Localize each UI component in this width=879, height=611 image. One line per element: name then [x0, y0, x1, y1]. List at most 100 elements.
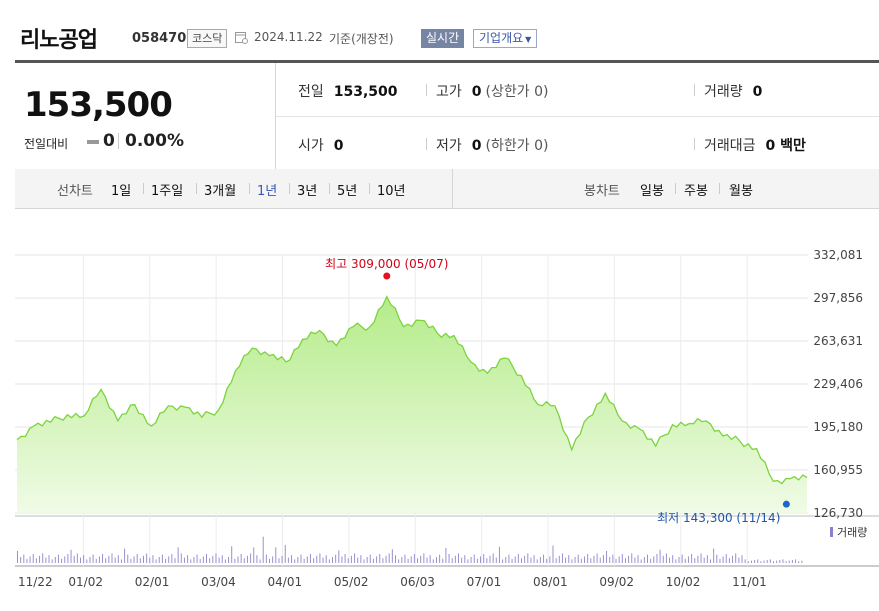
- volume-bar: [568, 555, 570, 563]
- volume-bar: [259, 559, 261, 563]
- volume-bar: [606, 551, 608, 563]
- tab-monthly-candle[interactable]: 월봉: [729, 184, 753, 199]
- volume-bar: [637, 555, 639, 563]
- volume-bar: [366, 557, 368, 563]
- tab-1-day[interactable]: 1일: [111, 184, 132, 199]
- volume-bar: [647, 554, 648, 563]
- divider: [426, 138, 427, 150]
- volume-bar: [262, 536, 264, 563]
- volume-bar: [57, 554, 59, 563]
- volume-bar: [492, 553, 494, 563]
- volume-bar: [467, 559, 469, 563]
- tab-10-years[interactable]: 10년: [377, 184, 406, 199]
- volume-bar: [728, 558, 730, 563]
- chevron-down-icon: ▼: [525, 35, 532, 44]
- period-selector-bar: 선차트 1일 1주일 3개월 1년 3년 5년 10년 봉차트 일봉 주봉 월봉: [15, 169, 879, 209]
- volume-bar: [423, 553, 425, 563]
- volume-bar: [451, 558, 453, 563]
- upper-limit: (상한가 0): [485, 84, 549, 100]
- divider: [694, 138, 695, 150]
- volume-bar: [788, 560, 790, 563]
- volume-bar: [483, 554, 485, 563]
- volume-bar: [228, 557, 230, 563]
- x-tick-label: 04/01: [268, 575, 303, 589]
- volume-bar: [111, 553, 113, 563]
- volume-bar: [634, 557, 636, 563]
- tab-3-months[interactable]: 3개월: [204, 184, 237, 199]
- volume-bar: [102, 554, 104, 563]
- low-value: 0: [471, 138, 482, 154]
- volume-bar: [322, 557, 324, 563]
- volume-bar: [183, 557, 185, 563]
- x-tick-label: 08/01: [533, 575, 568, 589]
- realtime-button[interactable]: 실시간: [421, 29, 465, 48]
- volume-bar: [341, 556, 343, 563]
- volume-bar: [426, 557, 428, 563]
- y-tick-label: 229,406: [813, 377, 863, 391]
- divider: [719, 183, 720, 194]
- volume-bar: [127, 554, 129, 563]
- volume-bar: [470, 557, 472, 563]
- tab-weekly-candle[interactable]: 주봉: [684, 184, 708, 199]
- company-overview-button[interactable]: 기업개요 ▼: [473, 29, 538, 48]
- volume-bar: [363, 559, 365, 563]
- volume-bar: [602, 555, 604, 563]
- tab-daily-candle[interactable]: 일봉: [640, 184, 664, 199]
- volume-bar: [161, 554, 163, 563]
- high-stat: 고가 0 (상한가 0): [436, 81, 548, 101]
- price-chart[interactable]: 332,081 297,856 263,631 229,406 195,180 160,9…: [0, 209, 879, 611]
- volume-bar: [395, 555, 396, 563]
- tab-5-years[interactable]: 5년: [337, 184, 358, 199]
- volume-stat: 거래량 0: [704, 81, 762, 101]
- tab-1-year[interactable]: 1년: [257, 184, 278, 199]
- volume-bar: [527, 553, 529, 563]
- volume-bar: [152, 555, 154, 563]
- volume-bar: [23, 554, 25, 563]
- stats-row-1: 전일 153,500 고가 0 (상한가 0) 거래량 0: [276, 63, 879, 117]
- tab-3-years[interactable]: 3년: [297, 184, 318, 199]
- base-date: 2024.11.22: [254, 30, 323, 44]
- volume-bar: [29, 556, 31, 563]
- volume-bar: [284, 545, 286, 563]
- y-tick-label: 263,631: [813, 334, 863, 348]
- volume-bar: [98, 556, 100, 563]
- lower-limit: (하한가 0): [485, 138, 549, 154]
- volume-bar: [190, 559, 192, 563]
- open-value: 0: [333, 138, 344, 154]
- divider: [694, 84, 695, 96]
- volume-bar: [640, 559, 642, 563]
- calendar-icon: [235, 32, 248, 44]
- x-tick-label: 10/02: [666, 575, 701, 589]
- volume-bar: [757, 559, 759, 563]
- volume-bar: [675, 559, 677, 563]
- volume-bar: [442, 558, 444, 563]
- volume-bar: [618, 556, 620, 563]
- volume-bar: [741, 555, 743, 563]
- volume-bar: [687, 556, 689, 563]
- volume-bar: [124, 548, 126, 563]
- volume-bar: [795, 559, 797, 563]
- volume-bar: [697, 555, 699, 563]
- volume-bar: [139, 558, 141, 563]
- volume-bar: [80, 557, 81, 563]
- volume-bar: [612, 554, 614, 563]
- volume-bar: [593, 555, 595, 563]
- flat-change-icon: [87, 140, 99, 144]
- volume-bar: [206, 554, 207, 563]
- volume-legend-icon: [830, 527, 833, 537]
- divider: [452, 169, 453, 208]
- volume-value: 0: [752, 84, 763, 100]
- volume-bar: [706, 555, 708, 563]
- tab-1-week[interactable]: 1주일: [151, 184, 184, 199]
- volume-bar: [67, 554, 69, 563]
- volume-bar: [130, 558, 132, 563]
- volume-bar: [287, 557, 289, 563]
- volume-bar: [250, 553, 252, 563]
- volume-bar: [20, 557, 22, 563]
- volume-bar: [448, 554, 450, 563]
- volume-bar: [42, 553, 44, 563]
- volume-bar: [136, 554, 138, 563]
- volume-bar: [624, 558, 626, 563]
- volume-bar: [791, 560, 793, 563]
- max-price-marker: [383, 272, 391, 280]
